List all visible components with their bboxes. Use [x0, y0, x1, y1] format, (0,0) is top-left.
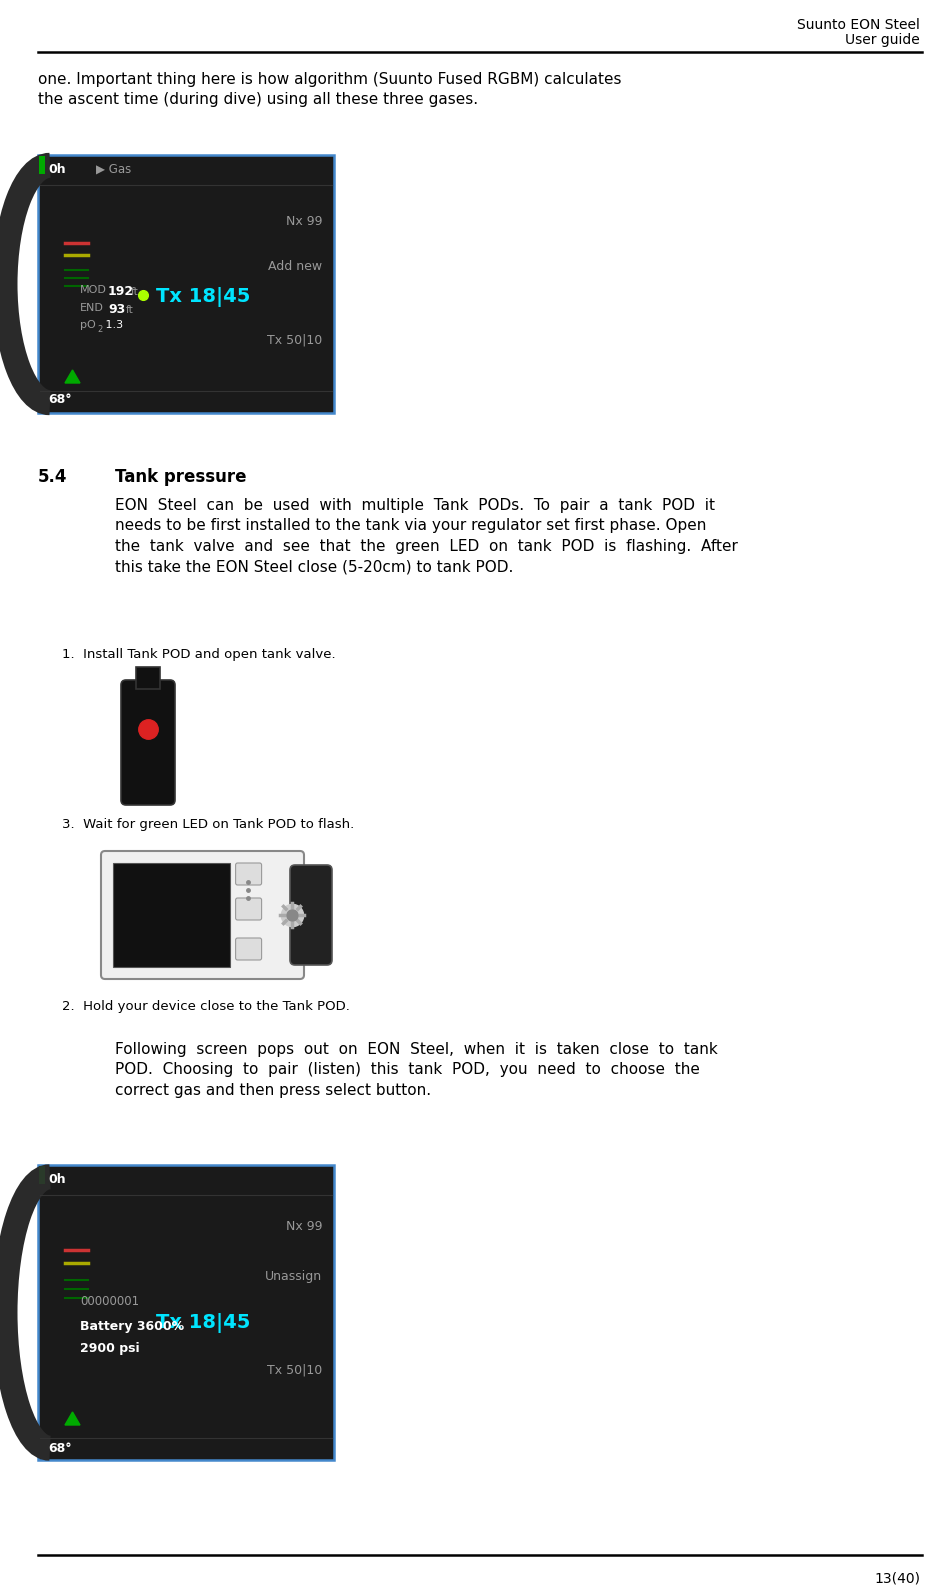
Text: 68°: 68° — [48, 1442, 71, 1455]
Text: ft: ft — [126, 305, 134, 315]
Text: ▶ Gas: ▶ Gas — [96, 164, 131, 176]
Text: 5.4: 5.4 — [38, 467, 68, 487]
Text: Tank pressure: Tank pressure — [115, 467, 246, 487]
Text: 93: 93 — [108, 304, 126, 316]
FancyBboxPatch shape — [236, 898, 262, 921]
Text: one. Important thing here is how algorithm (Suunto Fused RGBM) calculates
the as: one. Important thing here is how algorit… — [38, 72, 622, 108]
Bar — [39, 1165, 45, 1185]
Text: END: END — [80, 304, 104, 313]
FancyBboxPatch shape — [236, 938, 262, 960]
Text: 68°: 68° — [48, 393, 71, 405]
Text: Battery 3600%: Battery 3600% — [80, 1320, 184, 1332]
Text: 192: 192 — [108, 285, 134, 297]
Bar — [39, 156, 45, 173]
Text: EON  Steel  can  be  used  with  multiple  Tank  PODs.  To  pair  a  tank  POD  : EON Steel can be used with multiple Tank… — [115, 498, 738, 574]
Text: ft: ft — [131, 288, 139, 297]
Text: Tx 18|45: Tx 18|45 — [156, 288, 250, 307]
Text: User guide: User guide — [845, 33, 920, 48]
Text: Nx 99: Nx 99 — [285, 1220, 322, 1232]
Bar — [136, 666, 160, 688]
Text: 13(40): 13(40) — [874, 1573, 920, 1585]
Text: Tx 50|10: Tx 50|10 — [266, 332, 322, 347]
Text: 3.  Wait for green LED on Tank POD to flash.: 3. Wait for green LED on Tank POD to fla… — [62, 817, 355, 832]
Text: Add new: Add new — [268, 261, 322, 273]
Text: pO: pO — [80, 320, 96, 331]
Text: Tx 18|45: Tx 18|45 — [156, 1313, 250, 1332]
Text: 1.3: 1.3 — [102, 320, 123, 331]
FancyBboxPatch shape — [236, 863, 262, 886]
Text: 0h: 0h — [48, 1173, 66, 1186]
Text: 2: 2 — [97, 324, 103, 334]
Text: Unassign: Unassign — [265, 1270, 322, 1283]
Text: 2.  Hold your device close to the Tank POD.: 2. Hold your device close to the Tank PO… — [62, 1000, 350, 1013]
Text: 00000001: 00000001 — [80, 1294, 139, 1309]
Bar — [113, 863, 230, 967]
Text: Suunto EON Steel: Suunto EON Steel — [797, 17, 920, 32]
FancyBboxPatch shape — [101, 851, 304, 979]
Polygon shape — [65, 370, 80, 383]
Text: MOD: MOD — [80, 285, 107, 296]
Text: 1.  Install Tank POD and open tank valve.: 1. Install Tank POD and open tank valve. — [62, 649, 336, 661]
Text: 2900 psi: 2900 psi — [80, 1342, 140, 1355]
Text: Nx 99: Nx 99 — [285, 215, 322, 227]
Text: Following  screen  pops  out  on  EON  Steel,  when  it  is  taken  close  to  t: Following screen pops out on EON Steel, … — [115, 1041, 718, 1097]
Bar — [38, 1165, 334, 1460]
Text: 0h: 0h — [48, 164, 66, 176]
Polygon shape — [65, 1412, 80, 1425]
FancyBboxPatch shape — [121, 681, 175, 805]
Text: Tx 50|10: Tx 50|10 — [266, 1363, 322, 1375]
FancyBboxPatch shape — [290, 865, 332, 965]
Bar — [38, 154, 334, 413]
